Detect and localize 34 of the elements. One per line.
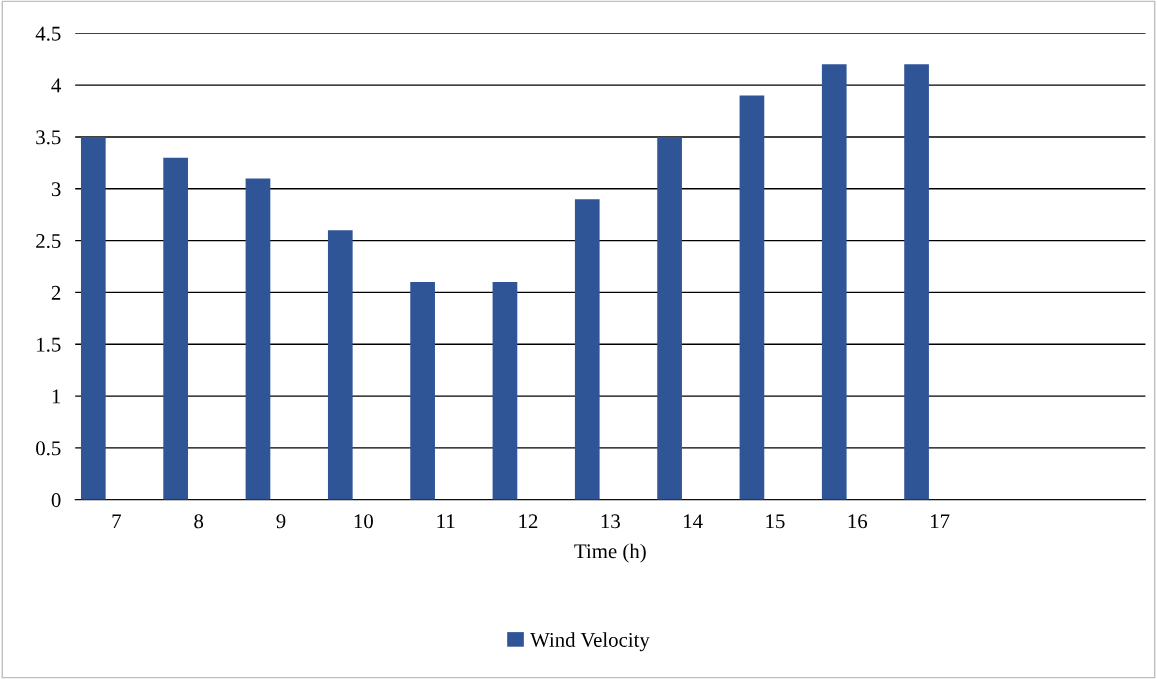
y-tick-label: 0 [51, 493, 61, 508]
bar [80, 136, 106, 500]
y-tick-label: 2.5 [36, 234, 61, 249]
y-tick-label: 3 [51, 182, 61, 197]
x-tick-label: 9 [276, 514, 286, 529]
x-tick-label: 12 [519, 514, 538, 529]
bar [492, 282, 518, 500]
bar [657, 136, 682, 500]
bar [410, 282, 435, 500]
x-axis-title: Time (h) [574, 543, 646, 563]
x-tick-label: 7 [112, 514, 121, 529]
x-tick-label: 15 [766, 514, 785, 529]
y-tick-label: 0.5 [36, 441, 61, 456]
bar [739, 95, 765, 500]
y-tick-label: 1 [52, 389, 61, 404]
bar [904, 64, 929, 500]
x-tick-label: 8 [194, 514, 204, 529]
y-tick-label: 4 [51, 78, 61, 93]
y-tick-label: 1.5 [37, 337, 61, 352]
x-tick-label: 14 [684, 514, 703, 529]
y-tick-label: 4.5 [35, 26, 61, 41]
y-tick-label: 2 [51, 285, 61, 300]
y-tick-label: 3.5 [36, 130, 61, 145]
x-tick-label: 10 [354, 514, 373, 529]
bar [821, 64, 847, 500]
legend-label: Wind Velocity [530, 632, 650, 652]
x-tick-label: 16 [848, 514, 868, 529]
bar [574, 199, 600, 500]
bar [327, 230, 353, 500]
bar [163, 157, 188, 500]
x-tick-label: 17 [931, 514, 950, 529]
x-tick-label: 11 [437, 514, 455, 529]
bar [245, 178, 271, 500]
x-tick-label: 13 [601, 514, 620, 529]
